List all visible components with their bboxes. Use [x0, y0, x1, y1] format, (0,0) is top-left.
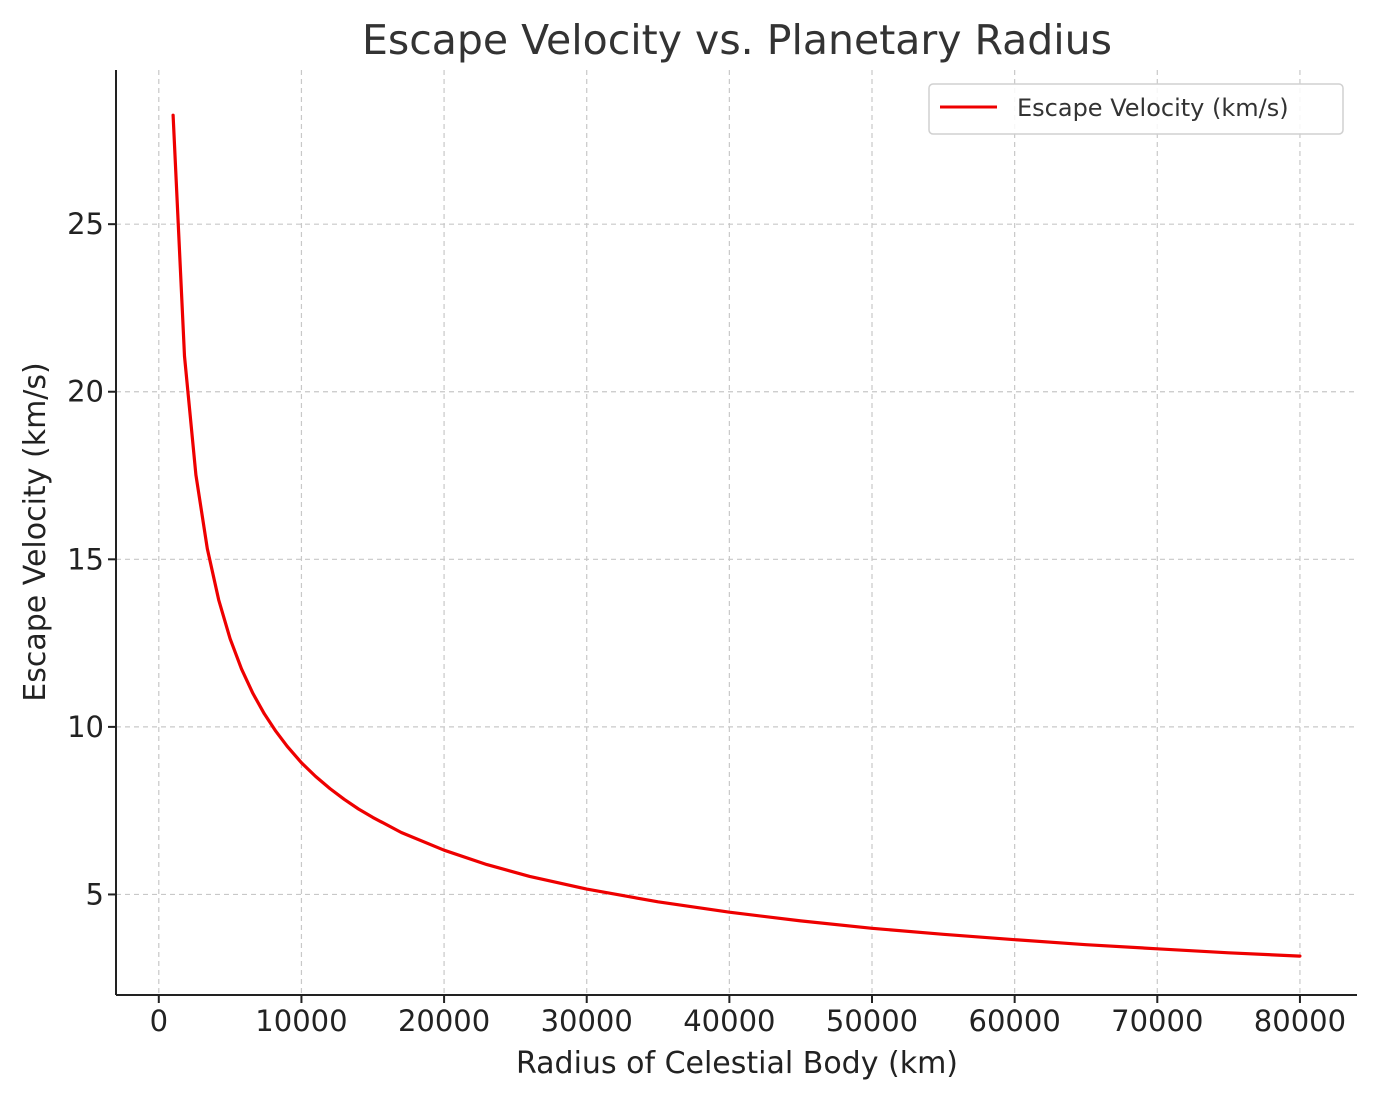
legend-label: Escape Velocity (km/s): [1017, 94, 1289, 122]
y-tick-label: 5: [86, 877, 104, 911]
x-tick-label: 60000: [969, 1004, 1061, 1038]
x-tick-label: 50000: [826, 1004, 918, 1038]
y-axis-label: Escape Velocity (km/s): [18, 362, 53, 701]
x-tick-label: 20000: [398, 1004, 490, 1038]
legend: Escape Velocity (km/s): [928, 83, 1344, 135]
y-tick-label: 25: [67, 207, 104, 241]
x-tick-label: 10000: [255, 1004, 347, 1038]
grid: [116, 70, 1357, 995]
y-tick-label: 15: [67, 542, 104, 576]
y-tick-label: 10: [67, 710, 104, 744]
x-tick-label: 70000: [1111, 1004, 1203, 1038]
x-tick-label: 40000: [683, 1004, 775, 1038]
x-axis-ticks: 0 10000 20000 30000 40000 50000 60000 70000 8000…: [150, 995, 1346, 1038]
x-axis-label: Radius of Celestial Body (km): [516, 1046, 958, 1081]
chart-title: Escape Velocity vs. Planetary Radius: [362, 16, 1112, 64]
x-tick-label: 30000: [541, 1004, 633, 1038]
x-tick-label: 80000: [1254, 1004, 1346, 1038]
y-axis-ticks: 5 10 15 20 25: [67, 207, 116, 911]
legend-frame: [928, 83, 1344, 135]
series-line: [171, 113, 1302, 958]
series: [171, 113, 1302, 958]
x-tick-label: 0: [150, 1004, 168, 1038]
y-tick-label: 20: [67, 375, 104, 409]
axes: [115, 70, 1357, 996]
